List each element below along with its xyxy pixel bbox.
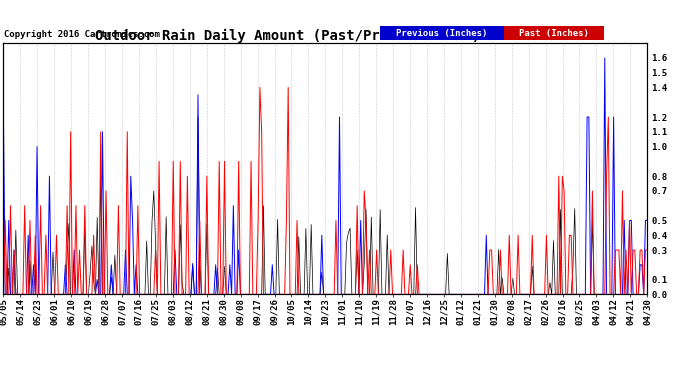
FancyBboxPatch shape <box>504 26 604 40</box>
Text: Copyright 2016 Cartronics.com: Copyright 2016 Cartronics.com <box>4 30 160 39</box>
FancyBboxPatch shape <box>380 26 504 40</box>
Title: Outdoor Rain Daily Amount (Past/Previous Year) 20160505: Outdoor Rain Daily Amount (Past/Previous… <box>95 29 555 43</box>
Text: Past (Inches): Past (Inches) <box>520 29 589 38</box>
Text: Previous (Inches): Previous (Inches) <box>396 29 488 38</box>
